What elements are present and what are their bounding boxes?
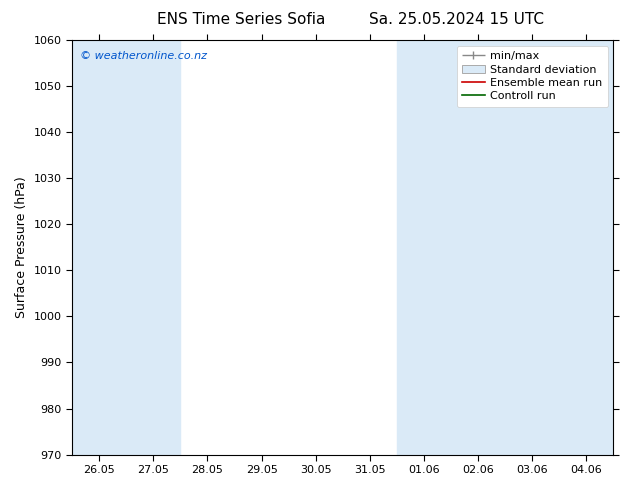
Bar xyxy=(505,40,614,455)
Text: ENS Time Series Sofia: ENS Time Series Sofia xyxy=(157,12,325,27)
Bar xyxy=(72,40,180,455)
Text: Sa. 25.05.2024 15 UTC: Sa. 25.05.2024 15 UTC xyxy=(369,12,544,27)
Text: © weatheronline.co.nz: © weatheronline.co.nz xyxy=(81,50,207,61)
Bar xyxy=(397,40,505,455)
Y-axis label: Surface Pressure (hPa): Surface Pressure (hPa) xyxy=(15,176,28,318)
Legend: min/max, Standard deviation, Ensemble mean run, Controll run: min/max, Standard deviation, Ensemble me… xyxy=(456,46,608,107)
